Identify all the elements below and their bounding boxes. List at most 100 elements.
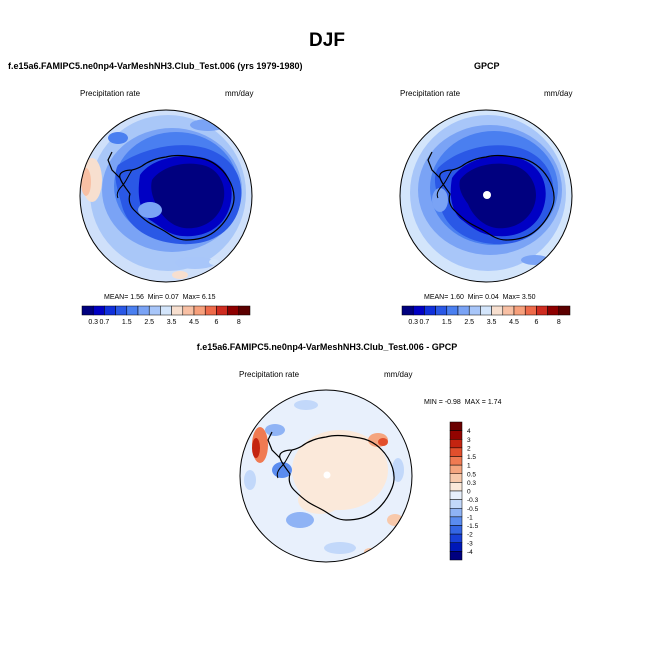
colorbar-swatch bbox=[193, 305, 206, 316]
colorbar-swatch bbox=[227, 305, 240, 316]
panel2-colorbar: 0.3 0.7 1.5 2.5 3.5 4.5 6 8 bbox=[401, 305, 571, 326]
colorbar-tick-label: 0.5 bbox=[467, 471, 476, 478]
colorbar-swatch bbox=[81, 305, 94, 316]
colorbar-swatch bbox=[446, 305, 459, 316]
colorbar-tick-label: 6 bbox=[214, 319, 218, 326]
colorbar-tick-label: -2 bbox=[467, 532, 473, 539]
colorbar-swatch bbox=[148, 305, 161, 316]
colorbar-swatch bbox=[502, 305, 515, 316]
colorbar-swatch bbox=[449, 551, 463, 561]
antarctica-coastline bbox=[267, 431, 395, 521]
pole-marker bbox=[323, 471, 331, 479]
colorbar-tick-label: 0.3 bbox=[467, 480, 476, 487]
colorbar-swatch bbox=[457, 305, 470, 316]
colorbar-swatch bbox=[449, 473, 463, 483]
map-boundary bbox=[239, 389, 413, 563]
colorbar-tick-label: 0.3 bbox=[408, 319, 418, 326]
colorbar-tick-label: 8 bbox=[237, 319, 241, 326]
panel3-stats: MIN = -0.98 MAX = 1.74 bbox=[424, 399, 501, 406]
colorbar-swatch bbox=[182, 305, 195, 316]
colorbar-swatch bbox=[204, 305, 217, 316]
max-label: Max= bbox=[182, 294, 200, 301]
map-boundary bbox=[79, 109, 253, 283]
colorbar-tick-label: 2.5 bbox=[144, 319, 154, 326]
antarctic-plateau bbox=[151, 163, 225, 229]
colorbar-swatch bbox=[449, 447, 463, 457]
panel3-variable-label: Precipitation rate bbox=[239, 370, 300, 379]
min-value: -0.98 bbox=[444, 399, 461, 406]
panel2-stats: MEAN= 1.60 Min= 0.04 Max= 3.50 bbox=[424, 294, 536, 301]
colorbar-tick-label: 4.5 bbox=[189, 319, 199, 326]
panel3-colorbar: 4 32 1.5 10.5 0.3 0-0.3 -0.5-1 -1.5 -2-3 -4 bbox=[449, 421, 479, 561]
colorbar-tick-label: 6 bbox=[534, 319, 538, 326]
colorbar-swatch bbox=[536, 305, 548, 316]
colorbar-swatch bbox=[449, 482, 463, 492]
colorbar-tick-label: 8 bbox=[557, 319, 561, 326]
colorbar-tick-label: 3.5 bbox=[167, 319, 177, 326]
pole-marker bbox=[483, 191, 491, 199]
max-value: 6.15 bbox=[201, 294, 216, 301]
colorbar-swatch bbox=[449, 439, 463, 449]
figure-title: DJF bbox=[309, 30, 345, 51]
peninsula-coastline bbox=[116, 169, 133, 199]
colorbar-tick-label: 1.5 bbox=[122, 319, 132, 326]
colorbar-swatch bbox=[238, 305, 251, 316]
panel1-variable-label: Precipitation rate bbox=[80, 89, 141, 98]
antarctica-coastline bbox=[107, 151, 235, 241]
colorbar-swatch bbox=[449, 533, 463, 543]
colorbar-tick-label: -0.5 bbox=[467, 506, 479, 513]
colorbar-tick-label: 2.5 bbox=[464, 319, 474, 326]
colorbar-swatch bbox=[480, 305, 492, 316]
colorbar-swatch bbox=[104, 305, 116, 316]
colorbar-swatch bbox=[449, 508, 463, 518]
colorbar-tick-label: -3 bbox=[467, 540, 473, 547]
colorbar-swatch bbox=[126, 305, 139, 316]
colorbar-tick-label: 3 bbox=[467, 437, 471, 444]
colorbar-swatch bbox=[449, 516, 463, 526]
colorbar-swatch bbox=[513, 305, 526, 316]
colorbar-swatch bbox=[449, 542, 463, 552]
colorbar-tick-label: -1.5 bbox=[467, 523, 479, 530]
mean-label: MEAN= bbox=[424, 294, 449, 301]
colorbar-swatch bbox=[558, 305, 571, 316]
max-label: Max= bbox=[502, 294, 520, 301]
panel2-variable-label: Precipitation rate bbox=[400, 89, 461, 98]
colorbar-swatch bbox=[160, 305, 172, 316]
panel3-title: f.e15a6.FAMIPC5.ne0np4-VarMeshNH3.Club_T… bbox=[196, 342, 458, 352]
map-boundary bbox=[399, 109, 573, 283]
panel1-map bbox=[79, 109, 253, 283]
colorbar-tick-label: 3.5 bbox=[487, 319, 497, 326]
panel2-title: GPCP bbox=[474, 61, 500, 71]
colorbar-swatch bbox=[171, 305, 184, 316]
colorbar-swatch bbox=[449, 499, 463, 509]
mean-value: 1.60 bbox=[450, 294, 464, 301]
colorbar-tick-label: -4 bbox=[467, 549, 473, 556]
colorbar-swatch bbox=[449, 456, 463, 466]
panel1-stats: MEAN= 1.56 Min= 0.07 Max= 6.15 bbox=[104, 294, 216, 301]
max-value: 3.50 bbox=[521, 294, 536, 301]
panel3-units-label: mm/day bbox=[384, 370, 413, 379]
min-label: Min= bbox=[147, 294, 164, 301]
min-value: 0.07 bbox=[165, 294, 179, 301]
colorbar-tick-label: 4.5 bbox=[509, 319, 519, 326]
colorbar-swatch bbox=[216, 305, 228, 316]
min-value: 0.04 bbox=[485, 294, 499, 301]
panel1-colorbar: 0.3 0.7 1.5 2.5 3.5 4.5 6 8 bbox=[81, 305, 251, 326]
panel2-map bbox=[399, 109, 573, 283]
colorbar-tick-label: -1 bbox=[467, 514, 473, 521]
mean-label: MEAN= bbox=[104, 294, 129, 301]
colorbar-tick-label: 0 bbox=[467, 489, 471, 496]
colorbar-tick-label: 4 bbox=[467, 428, 471, 435]
min-label: MIN = bbox=[424, 399, 443, 406]
colorbar-swatch bbox=[424, 305, 436, 316]
colorbar-swatch bbox=[449, 490, 463, 500]
colorbar-swatch bbox=[137, 305, 150, 316]
max-label: MAX = bbox=[464, 399, 486, 406]
colorbar-tick-label: 0.7 bbox=[420, 319, 430, 326]
colorbar-swatch bbox=[401, 305, 414, 316]
max-value: 1.74 bbox=[487, 399, 502, 406]
peninsula-coastline bbox=[436, 169, 453, 199]
colorbar-swatch bbox=[449, 430, 463, 440]
colorbar-swatch bbox=[449, 421, 463, 431]
